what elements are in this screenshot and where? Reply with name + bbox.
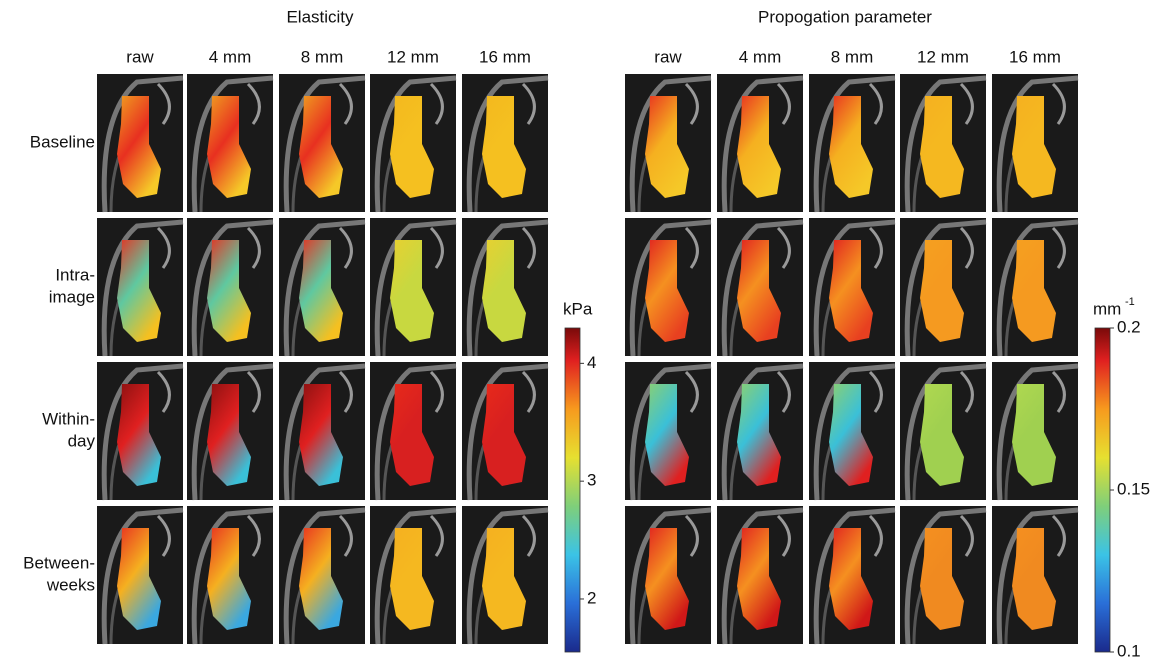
mri-image [717, 362, 803, 500]
mri-image [900, 218, 986, 356]
mri-image [187, 362, 273, 500]
colorbar [565, 328, 580, 652]
mri-image [187, 218, 273, 356]
mri-image [809, 74, 895, 212]
mri-image [992, 218, 1078, 356]
colorbar-tick-label: 0.1 [1117, 641, 1141, 660]
mri-image [900, 506, 986, 644]
colorbar-unit-superscript: -1 [1125, 296, 1135, 308]
mri-image [370, 506, 456, 644]
mri-image [809, 506, 895, 644]
column-label: 12 mm [917, 47, 969, 66]
mri-image [370, 218, 456, 356]
mri-image [462, 218, 548, 356]
column-label: raw [126, 47, 154, 66]
mri-image [625, 218, 711, 356]
mri-image [97, 218, 183, 356]
row-label: Intra- [55, 265, 95, 284]
mri-image [717, 506, 803, 644]
column-label: 4 mm [209, 47, 252, 66]
mri-image [809, 218, 895, 356]
colorbar-tick-label: 3 [587, 471, 596, 490]
colorbar [1095, 328, 1110, 652]
mri-image [279, 74, 365, 212]
column-label: 8 mm [301, 47, 344, 66]
row-label: day [68, 431, 96, 450]
column-label: raw [654, 47, 682, 66]
mri-image [279, 218, 365, 356]
mri-image [900, 74, 986, 212]
page: Elasticity Propogation parameter raw 4 mm… [0, 0, 1167, 666]
mri-image [462, 362, 548, 500]
mri-image [97, 74, 183, 212]
mri-image [992, 506, 1078, 644]
mri-image [370, 74, 456, 212]
mri-image [97, 506, 183, 644]
mri-image [370, 362, 456, 500]
mri-image [809, 362, 895, 500]
panel-title: Elasticity [286, 7, 354, 26]
colorbar-tick-label: 0.15 [1117, 479, 1150, 498]
colorbar-unit: kPa [563, 299, 593, 318]
mri-image [900, 362, 986, 500]
colorbar-unit: mm [1093, 299, 1121, 318]
mri-image [187, 506, 273, 644]
colorbar-tick-label: 0.2 [1117, 317, 1141, 336]
column-label: 8 mm [831, 47, 874, 66]
mri-image [625, 74, 711, 212]
mri-image [717, 74, 803, 212]
colorbar-tick-label: 4 [587, 353, 596, 372]
mri-image [992, 74, 1078, 212]
mri-image [462, 74, 548, 212]
mri-image [462, 506, 548, 644]
colorbar-tick-label: 2 [587, 588, 596, 607]
column-label: 4 mm [739, 47, 782, 66]
row-label: Baseline [30, 132, 95, 151]
mri-image [625, 362, 711, 500]
mri-image [187, 74, 273, 212]
row-label: Between- [23, 553, 95, 572]
mri-image [279, 362, 365, 500]
mri-image [625, 506, 711, 644]
column-label: 12 mm [387, 47, 439, 66]
mri-image [97, 362, 183, 500]
row-label: image [49, 287, 95, 306]
panel-title: Propogation parameter [758, 7, 932, 26]
mri-image [717, 218, 803, 356]
row-label: Within- [42, 409, 95, 428]
column-label: 16 mm [479, 47, 531, 66]
mri-image [992, 362, 1078, 500]
mri-image [279, 506, 365, 644]
figure: Elasticity Propogation parameter raw 4 mm… [0, 0, 1167, 661]
row-label: weeks [46, 575, 95, 594]
column-label: 16 mm [1009, 47, 1061, 66]
